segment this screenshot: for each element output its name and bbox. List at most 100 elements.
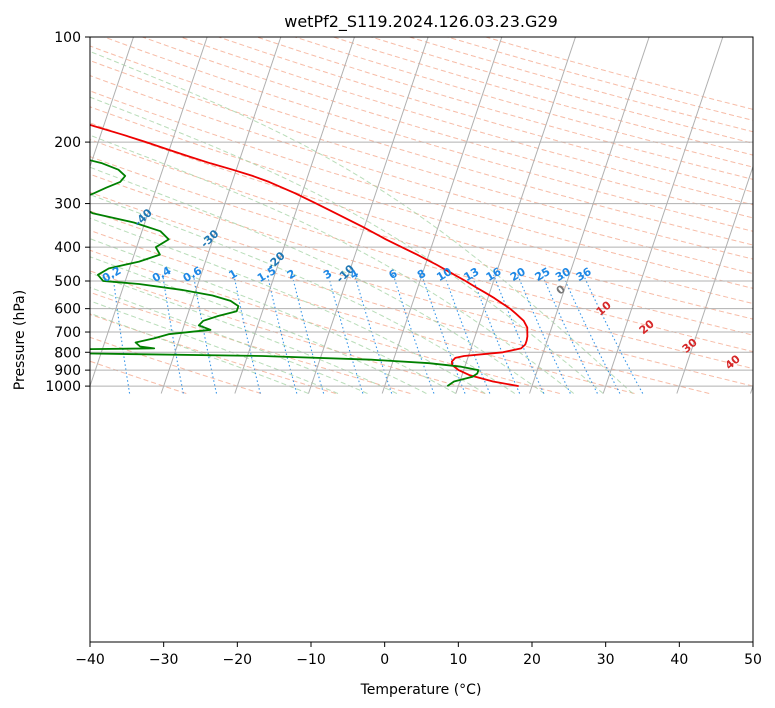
moist-adiabat — [90, 134, 575, 394]
dewpoint-line — [90, 159, 480, 387]
dry-adiabat — [180, 37, 753, 206]
x-tick-label: −30 — [149, 652, 179, 668]
y-tick-label: 700 — [54, 325, 81, 341]
theta-label: 10 — [594, 298, 614, 318]
mixing-ratio-line — [470, 274, 521, 394]
mixing-ratio-lines — [112, 274, 644, 394]
y-tick-label: 500 — [54, 274, 81, 290]
y-axis-label: Pressure (hPa) — [12, 290, 28, 390]
mixing-ratio-label: 0.4 — [150, 264, 174, 285]
dry-adiabat — [409, 37, 753, 133]
dry-adiabat — [90, 173, 753, 370]
isotherm-line — [90, 37, 208, 388]
moist-adiabat — [90, 96, 604, 394]
mixing-ratio-label: 1 — [226, 267, 239, 282]
isotherm-line — [455, 37, 576, 394]
dry-adiabat — [90, 270, 486, 394]
mixing-ratio-line — [354, 274, 393, 394]
x-tick-label: −20 — [223, 652, 253, 668]
dry-adiabat — [485, 37, 753, 110]
isotherm-line — [0, 37, 60, 393]
isotherm-line — [90, 37, 134, 169]
x-tick-label: 10 — [449, 652, 467, 668]
y-tick-label: 1000 — [45, 379, 81, 395]
background-lines — [90, 37, 753, 394]
moist-adiabat — [90, 238, 457, 394]
y-tick-label: 800 — [54, 345, 81, 361]
x-tick-label: 40 — [670, 652, 688, 668]
moist-adiabat — [90, 217, 486, 394]
dry-adiabat — [90, 313, 336, 394]
mixing-ratio-line — [112, 274, 131, 394]
dry-adiabat — [90, 336, 262, 394]
dry-adiabat — [142, 37, 753, 219]
isotherm-line — [676, 165, 753, 394]
dry-adiabat — [447, 37, 753, 121]
mixing-ratio-label: 3 — [321, 267, 334, 282]
isotherm-line — [750, 384, 753, 394]
dry-adiabat — [104, 37, 753, 232]
mixing-ratio-line — [421, 274, 466, 394]
moist-adiabat — [90, 50, 634, 394]
y-tick-label: 200 — [54, 135, 81, 151]
mixing-ratio-line — [392, 274, 435, 394]
x-axis: −40 −30 −20 −10 0 10 20 30 40 50 — [75, 642, 762, 668]
x-axis-label: Temperature (°C) — [360, 682, 482, 698]
moist-adiabat — [90, 286, 368, 394]
isotherm-line — [308, 37, 429, 394]
dry-adiabat — [90, 156, 753, 353]
theta-label: 40 — [723, 352, 743, 372]
mixing-ratio-line — [233, 274, 261, 394]
dry-adiabat — [90, 90, 753, 289]
plot-frame — [89, 36, 754, 643]
isotherm-label: -40 — [132, 206, 156, 229]
x-tick-label: 0 — [380, 652, 389, 668]
dry-adiabat — [90, 45, 753, 246]
dry-adiabat — [90, 106, 753, 305]
chart-title: wetPf2_S119.2024.126.03.23.G29 — [284, 12, 558, 32]
isotherm-line — [381, 37, 503, 394]
profiles — [90, 123, 529, 387]
y-tick-label: 600 — [54, 302, 81, 318]
mixing-ratio-line — [192, 274, 218, 394]
isotherm-line — [602, 37, 724, 394]
grid — [0, 37, 753, 394]
y-tick-label: 900 — [54, 363, 81, 379]
dry-adiabat — [90, 60, 753, 260]
mixing-ratio-line — [291, 274, 325, 394]
moist-adiabat — [90, 312, 309, 394]
dry-adiabat — [90, 122, 753, 320]
isotherm-line — [234, 37, 355, 394]
dry-adiabat — [90, 75, 753, 275]
x-tick-label: 20 — [523, 652, 541, 668]
mixing-ratio-line — [541, 274, 598, 394]
moist-adiabat — [90, 272, 398, 394]
moist-adiabat — [90, 300, 339, 394]
dry-adiabat — [90, 249, 560, 394]
dry-adiabat — [90, 210, 710, 394]
y-tick-label: 100 — [54, 30, 81, 46]
dry-adiabat — [90, 229, 635, 394]
dry-adiabat — [90, 139, 753, 336]
x-tick-label: −40 — [75, 652, 105, 668]
x-tick-label: −10 — [296, 652, 326, 668]
isotherm-line — [160, 37, 282, 394]
mixing-ratio-line — [493, 274, 545, 394]
x-tick-label: 30 — [597, 652, 615, 668]
mixing-ratio-line — [162, 274, 184, 394]
dry-adiabat — [90, 191, 753, 387]
y-tick-label: 400 — [54, 240, 81, 256]
theta-label: 20 — [637, 317, 657, 337]
mixing-ratio-line — [562, 274, 621, 394]
mixing-ratio-label: 0.6 — [181, 264, 205, 285]
x-tick-label: 50 — [744, 652, 762, 668]
temperature-line — [90, 123, 529, 387]
y-tick-label: 300 — [54, 197, 81, 213]
isotherm-line — [529, 37, 650, 394]
isotherm-label: -60 — [3, 150, 27, 173]
dry-adiabat — [218, 37, 753, 193]
mixing-ratio-line — [517, 274, 571, 394]
mixing-ratio-line — [582, 274, 644, 394]
